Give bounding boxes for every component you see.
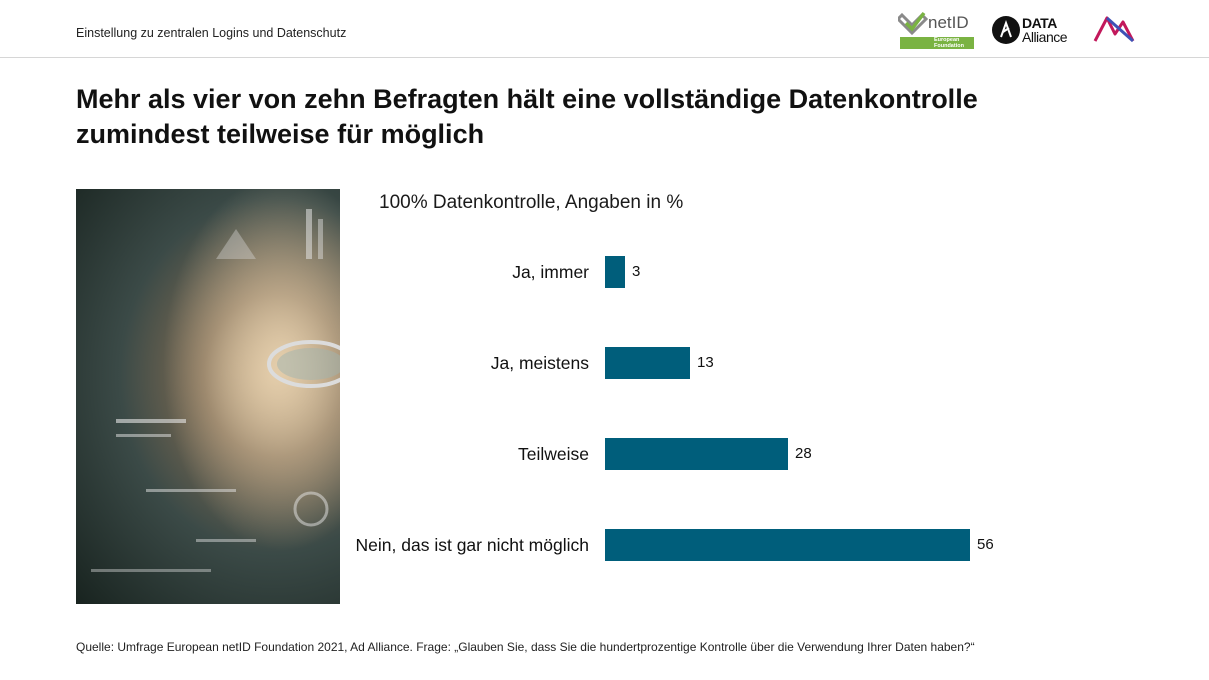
data-alliance-mark-icon — [992, 16, 1020, 44]
bar — [605, 256, 625, 288]
netid-check-icon — [898, 11, 928, 36]
category-label: Teilweise — [518, 443, 589, 464]
netid-wordmark: netID — [928, 13, 969, 32]
netid-logo: netID European Foundation — [898, 11, 974, 49]
netid-badge-text: European Foundation — [934, 37, 964, 49]
data-alliance-word-alliance: Alliance — [1022, 29, 1068, 45]
category-label: Nein, das ist gar nicht möglich — [355, 534, 589, 555]
data-alliance-word-data: DATA — [1022, 15, 1057, 31]
data-alliance-logo: DATA Alliance — [992, 14, 1078, 46]
bar — [605, 438, 788, 470]
headline-line-1: Mehr als vier von zehn Befragten hält ei… — [76, 84, 978, 114]
bar — [605, 529, 970, 561]
value-label: 56 — [977, 536, 994, 553]
chart-subtitle: 100% Datenkontrolle, Angaben in % — [379, 192, 684, 213]
category-label: Ja, immer — [512, 261, 589, 282]
headline-line-2: zumindest teilweise für möglich — [76, 119, 485, 149]
header-title: Einstellung zu zentralen Logins und Date… — [76, 26, 347, 40]
bar — [605, 347, 690, 379]
netid-badge: European Foundation — [900, 37, 974, 49]
value-label: 13 — [697, 354, 714, 371]
ad-alliance-triangle-icon — [1093, 16, 1135, 43]
category-label: Ja, meistens — [490, 352, 589, 373]
header-divider — [0, 57, 1209, 58]
value-label: 3 — [632, 263, 641, 280]
ad-alliance-logo — [1093, 14, 1135, 44]
headline: Mehr als vier von zehn Befragten hält ei… — [76, 82, 1116, 152]
person-screen-photo — [76, 189, 340, 604]
source-note: Quelle: Umfrage European netID Foundatio… — [76, 640, 975, 654]
value-label: 28 — [795, 445, 812, 462]
